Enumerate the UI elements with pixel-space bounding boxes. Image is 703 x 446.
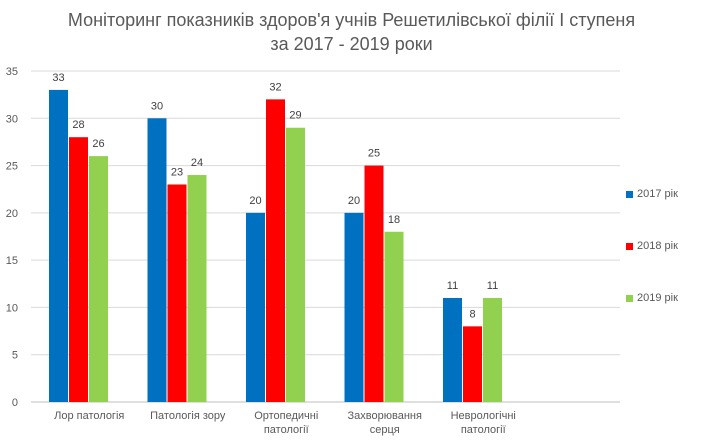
bar	[246, 212, 265, 402]
data-label: 18	[388, 214, 400, 226]
data-label: 28	[72, 119, 84, 131]
legend-swatch	[626, 190, 633, 198]
legend-label: 2019 рік	[637, 292, 678, 304]
x-tick-label: Ортопедичні	[254, 410, 318, 422]
x-tick-label: Неврологічні	[451, 410, 516, 422]
bar	[89, 156, 108, 402]
x-tick-label: Патологія зору	[150, 410, 226, 422]
legend-item: 2019 рік	[626, 292, 678, 304]
data-label: 26	[92, 138, 104, 150]
bar	[69, 137, 88, 402]
bar	[483, 297, 502, 402]
bar	[266, 99, 285, 402]
legend-item: 2017 рік	[626, 188, 678, 200]
bar	[187, 175, 207, 402]
bar	[384, 231, 404, 402]
x-tick-label: патології	[264, 424, 309, 436]
y-tick-label: 5	[12, 350, 18, 362]
data-label: 29	[289, 110, 301, 122]
data-label: 20	[348, 195, 360, 207]
x-tick-label: серця	[370, 424, 400, 436]
data-label: 11	[447, 280, 458, 292]
data-label: 30	[151, 100, 163, 112]
y-tick-label: 30	[6, 113, 18, 125]
bar	[167, 184, 187, 402]
x-tick-label: патології	[461, 424, 506, 436]
y-tick-label: 25	[6, 161, 18, 173]
legend-label: 2017 рік	[637, 188, 678, 200]
bar	[147, 118, 167, 403]
x-tick-label: Захворювання	[348, 410, 422, 422]
legend-swatch	[626, 242, 633, 250]
bar	[344, 212, 364, 402]
data-label: 11	[487, 280, 498, 292]
y-tick-label: 10	[6, 302, 18, 314]
chart-title-line-1: Моніторинг показників здоров'я учнів Реш…	[67, 10, 636, 30]
y-tick-label: 35	[6, 66, 18, 78]
chart-title-line-2: за 2017 - 2019 роки	[270, 34, 433, 54]
data-label: 25	[368, 148, 380, 160]
y-tick-label: 0	[12, 397, 18, 409]
bar	[49, 89, 68, 403]
bar	[463, 326, 482, 402]
data-label: 23	[171, 166, 183, 178]
legend-swatch	[626, 294, 633, 302]
chart-title: Моніторинг показників здоров'я учнів Реш…	[0, 8, 703, 56]
x-tick-label: Лор патологія	[54, 410, 124, 422]
bar	[443, 297, 462, 402]
y-tick-label: 20	[6, 208, 18, 220]
data-label: 33	[52, 72, 64, 84]
bar	[364, 165, 384, 402]
data-label: 20	[249, 195, 261, 207]
y-tick-label: 15	[6, 255, 18, 267]
data-label: 32	[269, 81, 281, 93]
data-label: 8	[469, 308, 475, 320]
legend-item: 2018 рік	[626, 240, 678, 252]
data-label: 24	[191, 157, 203, 169]
bar	[286, 127, 305, 402]
legend-label: 2018 рік	[637, 240, 678, 252]
